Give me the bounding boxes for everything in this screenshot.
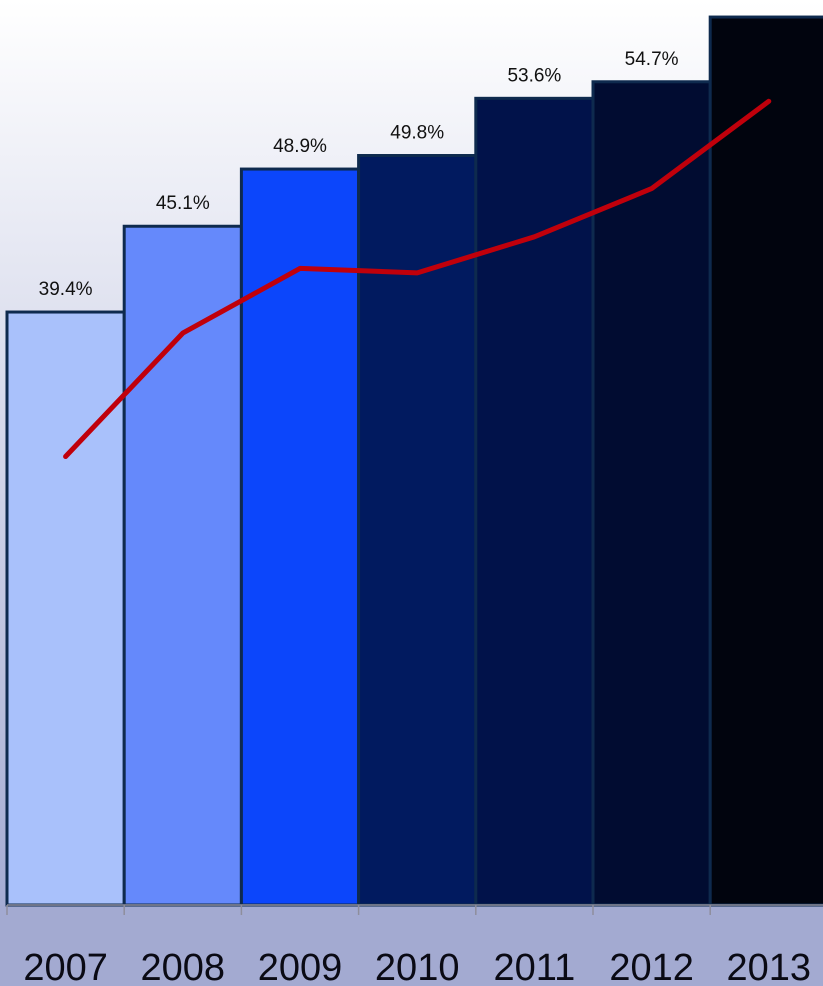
bar-value-label: 45.1% xyxy=(156,193,210,214)
x-tick-label: 2011 xyxy=(494,947,576,986)
bar-2007 xyxy=(5,310,126,907)
bar-value-label: 39.4% xyxy=(39,279,93,300)
x-tick-label: 2013 xyxy=(727,947,812,986)
x-axis-band xyxy=(0,905,823,986)
bar-2009 xyxy=(239,167,361,907)
trend-line-group xyxy=(63,98,772,459)
bar-labels-group: 39.4% 45.1% 48.9% 49.8% 53.6% 54.7% xyxy=(39,49,679,300)
bars-group xyxy=(5,15,823,907)
x-tick-label: 2010 xyxy=(375,947,460,986)
bar-2010 xyxy=(357,154,478,907)
trend-line xyxy=(63,98,772,459)
bar-value-label: 53.6% xyxy=(507,65,561,86)
x-tick-label: 2012 xyxy=(609,947,694,986)
bar-2012 xyxy=(591,80,712,907)
bar-2013 xyxy=(708,15,823,907)
x-tick-label: 2007 xyxy=(23,947,108,986)
x-tick-label: 2009 xyxy=(258,947,343,986)
bar-value-label: 48.9% xyxy=(273,136,327,157)
bar-value-label: 54.7% xyxy=(625,49,679,70)
x-tick-label: 2008 xyxy=(141,947,226,986)
bar-2011 xyxy=(474,96,595,907)
bar-2008 xyxy=(122,224,243,907)
x-axis-group: 2007 2008 2009 2010 2011 2012 2013 xyxy=(6,904,823,986)
bar-value-label: 49.8% xyxy=(390,123,444,144)
